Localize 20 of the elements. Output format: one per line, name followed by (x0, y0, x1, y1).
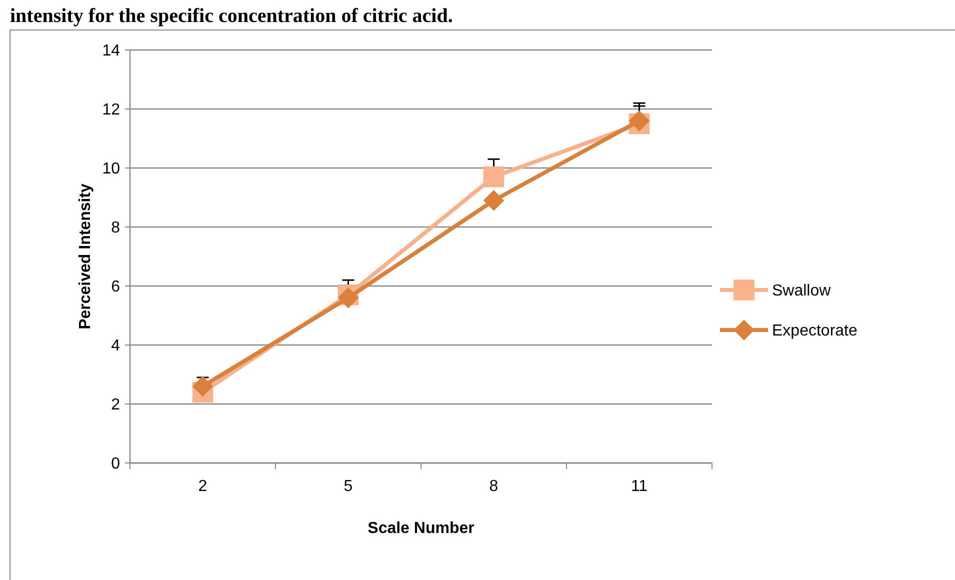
legend-label: Swallow (772, 282, 832, 300)
legend-label: Expectorate (772, 322, 858, 340)
x-tick-label: 2 (198, 478, 208, 495)
point (192, 376, 214, 397)
point (483, 166, 504, 188)
y-tick-label: 14 (102, 42, 120, 60)
y-tick-label: 8 (111, 220, 120, 237)
y-tick-label: 4 (111, 338, 120, 355)
point (483, 190, 504, 211)
chart-title: intensity for the specific concentration of citric acid. (10, 5, 453, 27)
y-tick-label: 2 (111, 396, 120, 414)
y-axis-title: Perceived Intensity (77, 183, 94, 330)
x-tick-label: 11 (630, 478, 648, 495)
x-axis-title: Scale Number (368, 520, 474, 537)
x-tick-label: 5 (344, 478, 353, 495)
x-tick-label: 8 (489, 478, 498, 495)
y-tick-label: 12 (102, 102, 120, 119)
y-tick-label: 10 (102, 160, 120, 178)
y-tick-label: 6 (111, 278, 120, 296)
y-tick-label: 0 (111, 456, 120, 473)
